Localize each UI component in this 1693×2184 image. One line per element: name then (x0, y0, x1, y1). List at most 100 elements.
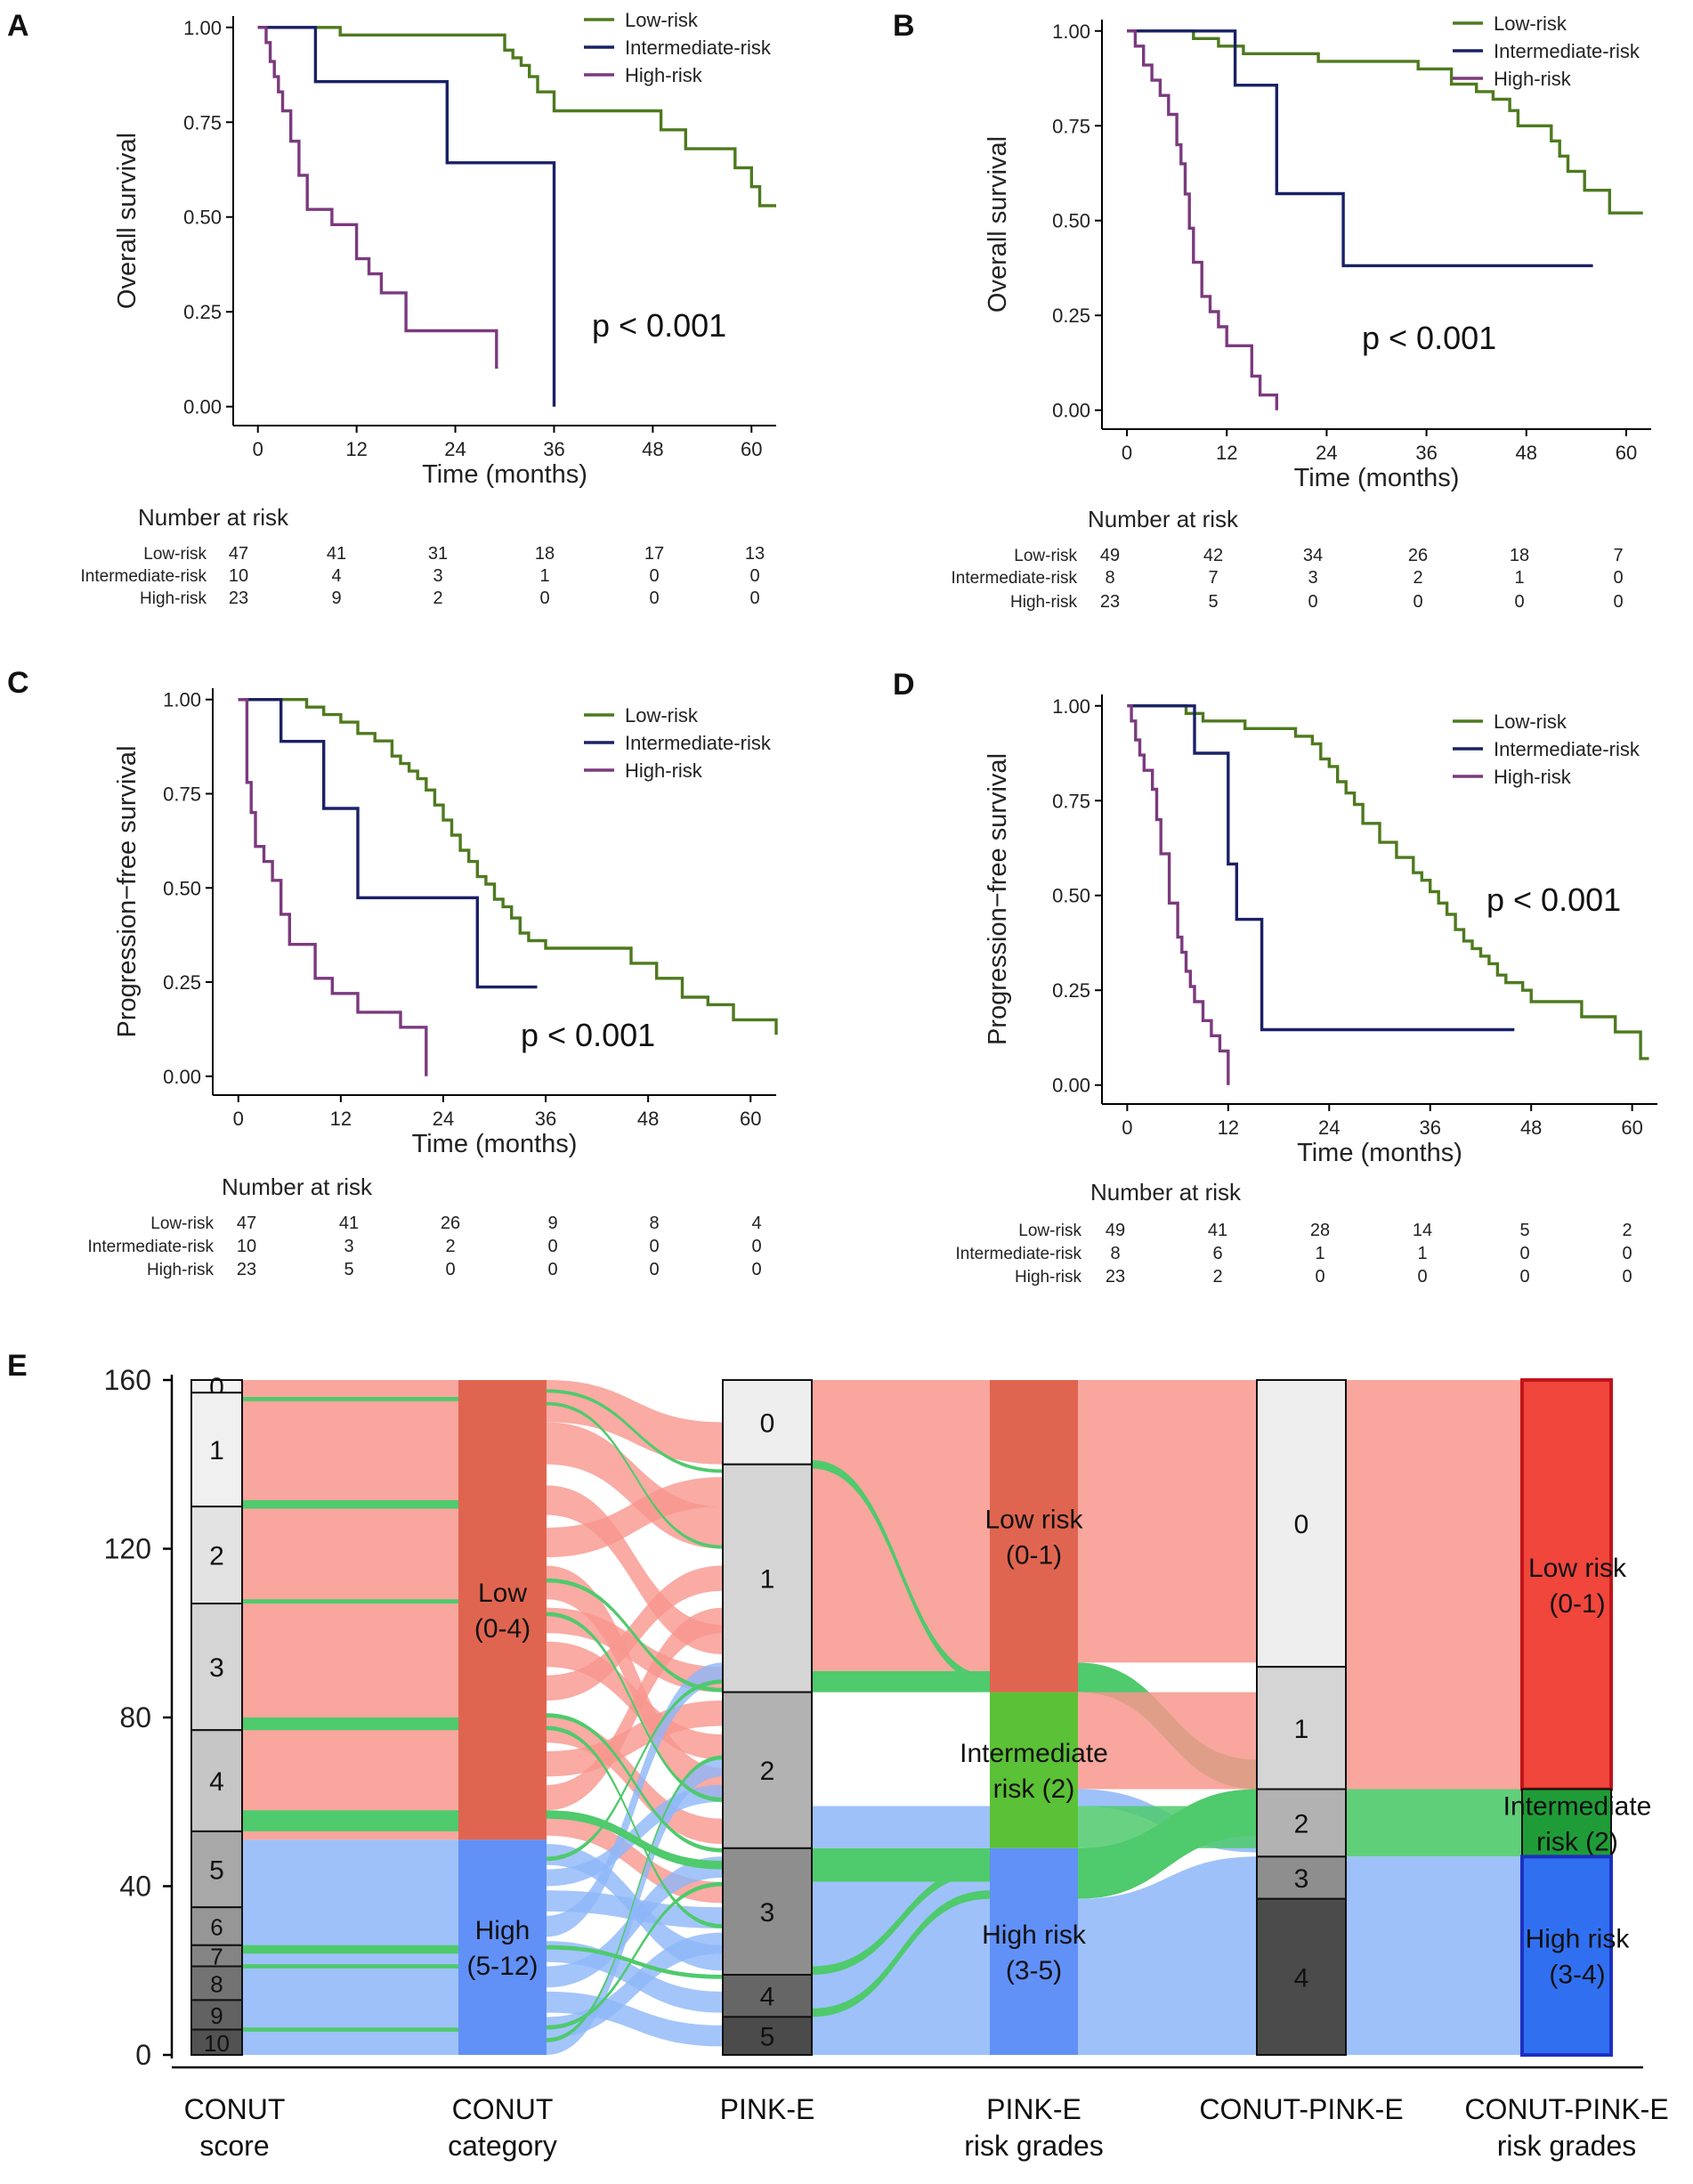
flow-intermediate (242, 1500, 458, 1509)
risk-count: 10 (237, 1237, 256, 1256)
flow-intermediate (242, 1810, 458, 1831)
x-axis-label: Time (months) (1294, 464, 1460, 492)
x-tick-label: 12 (1216, 442, 1237, 464)
risk-count: 47 (229, 544, 248, 564)
node-label: Low (478, 1579, 527, 1608)
flow-intermediate (242, 1397, 458, 1401)
legend-label: Intermediate-risk (625, 732, 772, 754)
p-value: p < 0.001 (521, 1017, 655, 1053)
x-tick-label: 12 (1218, 1116, 1239, 1139)
risk-count: 0 (539, 589, 549, 608)
node-label: Intermediate (1503, 1791, 1652, 1821)
x-tick-label: 0 (253, 438, 263, 460)
risk-count: 2 (1622, 1221, 1632, 1240)
risk-row-label: Low-risk (1018, 1222, 1081, 1240)
node-label: 1 (760, 1565, 775, 1595)
panel-letter: E (7, 1349, 28, 1383)
legend-label: Intermediate-risk (1494, 40, 1640, 62)
risk-count: 8 (1105, 568, 1114, 588)
risk-count: 49 (1100, 546, 1120, 565)
y-tick-label: 0.75 (163, 783, 201, 805)
risk-count: 0 (751, 1260, 761, 1279)
series-line-intermediate-risk (238, 698, 538, 989)
node-label: 8 (210, 1971, 223, 1998)
flow-intermediate-thin (547, 1755, 723, 2042)
x-tick-label: 36 (1419, 1116, 1440, 1139)
sankey-node (722, 1973, 813, 2018)
node-label: 3 (760, 1898, 775, 1928)
risk-row-label: Low-risk (1014, 547, 1077, 565)
x-tick-label: 24 (433, 1108, 454, 1130)
risk-count: 1 (1514, 568, 1524, 588)
risk-count: 7 (1613, 546, 1623, 565)
node-label: (0-1) (1006, 1540, 1062, 1570)
x-tick-label: 24 (1316, 442, 1337, 464)
node-label: 4 (209, 1767, 224, 1797)
legend-label: High-risk (1494, 766, 1572, 788)
risk-row-label: Low-risk (143, 545, 207, 564)
risk-count: 0 (445, 1260, 455, 1279)
flow-low (1078, 1380, 1257, 1663)
flow-intermediate (812, 1670, 990, 1693)
risk-table-title: Number at risk (1088, 506, 1239, 532)
risk-count: 0 (649, 566, 659, 586)
flow-crossing (547, 1565, 723, 1802)
flow-intermediate-thin (812, 1864, 990, 1975)
risk-count: 41 (1208, 1221, 1227, 1240)
flow-low (242, 1380, 458, 1840)
risk-count: 0 (749, 566, 759, 586)
node-label: 5 (209, 1856, 224, 1886)
column-label: PINK-E (986, 2093, 1081, 2125)
flow-crossing (547, 1759, 723, 2055)
risk-count: 5 (1208, 592, 1218, 612)
risk-count: 23 (229, 589, 248, 608)
sankey-node (458, 1839, 547, 2055)
node-label: Low risk (1528, 1554, 1627, 1583)
flow-low (1078, 1692, 1257, 1790)
node-label: 9 (210, 2002, 223, 2029)
legend-label: Intermediate-risk (1494, 738, 1640, 760)
risk-count: 26 (1408, 546, 1428, 565)
y-tick-label: 0.50 (183, 207, 222, 229)
column-label: CONUT (184, 2093, 286, 2125)
risk-count: 10 (229, 566, 248, 586)
flow-high (1346, 1856, 1522, 2055)
flow-crossing (547, 1784, 723, 1887)
column-label: CONUT (452, 2093, 554, 2125)
column-4: Low risk (0-1) Intermediate risk (2) High ri… (960, 1380, 1108, 2162)
risk-table-title: Number at risk (138, 504, 289, 531)
sankey-node (190, 1906, 243, 1946)
risk-row-label: High-risk (1010, 593, 1077, 612)
risk-count: 23 (1100, 592, 1120, 612)
y-tick-label: 0.50 (163, 877, 201, 899)
y-tick-label: 0.25 (183, 301, 222, 323)
node-label: (5-12) (466, 1952, 538, 1981)
flow-intermediate (242, 1944, 458, 1954)
risk-count: 3 (433, 566, 442, 586)
risk-count: 0 (547, 1260, 557, 1279)
risk-count: 0 (1613, 568, 1623, 588)
risk-count: 0 (1622, 1267, 1632, 1287)
node-label: 3 (209, 1653, 224, 1683)
risk-count: 0 (1417, 1267, 1427, 1287)
y-axis-label: Overall survival (113, 133, 142, 309)
node-label: 1 (209, 1436, 224, 1465)
flow-high (812, 1881, 990, 2055)
x-tick-label: 60 (1621, 1116, 1642, 1139)
risk-count: 0 (649, 1237, 659, 1256)
y-tick-label: 1.00 (183, 17, 222, 39)
sankey-node (722, 1379, 813, 1465)
risk-row-label: Intermediate-risk (956, 1245, 1082, 1263)
node-label: (0-1) (1549, 1589, 1605, 1619)
node-label: High (475, 1916, 531, 1945)
risk-count: 1 (1417, 1244, 1427, 1263)
column-label: risk grades (1497, 2130, 1637, 2162)
node-label: (3-4) (1549, 1961, 1605, 1990)
risk-count: 0 (1519, 1267, 1529, 1287)
legend-label: Low-risk (1494, 12, 1567, 35)
risk-count: 1 (539, 566, 549, 586)
flow-intermediate-thin (547, 1401, 723, 1549)
risk-count: 0 (649, 589, 659, 608)
